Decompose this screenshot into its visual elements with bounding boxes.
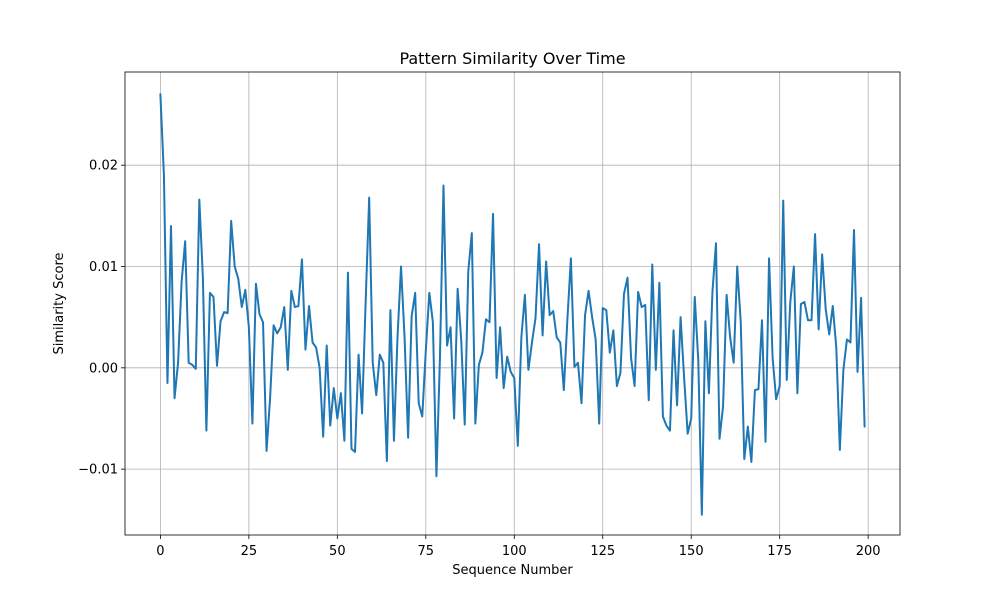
- y-axis-label: Similarity Score: [52, 252, 67, 354]
- x-axis-label: Sequence Number: [452, 563, 573, 578]
- x-tick-label: 200: [856, 544, 881, 559]
- x-tick-label: 150: [679, 544, 704, 559]
- y-tick-label: 0.01: [89, 260, 118, 275]
- y-tick-label: 0.00: [89, 361, 118, 376]
- y-tick-label: 0.02: [89, 159, 118, 174]
- series-line: [159, 93, 866, 516]
- grid-lines: [125, 72, 900, 535]
- x-tick-label: 0: [156, 544, 164, 559]
- x-tick-label: 25: [241, 544, 258, 559]
- chart-title: Pattern Similarity Over Time: [399, 49, 625, 68]
- y-tick-label: −0.01: [78, 463, 118, 478]
- series-layer: [159, 93, 866, 516]
- x-tick-label: 75: [418, 544, 435, 559]
- plot-frame: [124, 71, 901, 536]
- x-tick-label: 125: [590, 544, 615, 559]
- x-tick-label: 100: [502, 544, 527, 559]
- ticks: 0 25 50 75 100 125 150 175 200 −0.01 0.00 0.01 0.02: [78, 159, 880, 559]
- x-tick-label: 50: [329, 544, 346, 559]
- x-tick-label: 175: [767, 544, 792, 559]
